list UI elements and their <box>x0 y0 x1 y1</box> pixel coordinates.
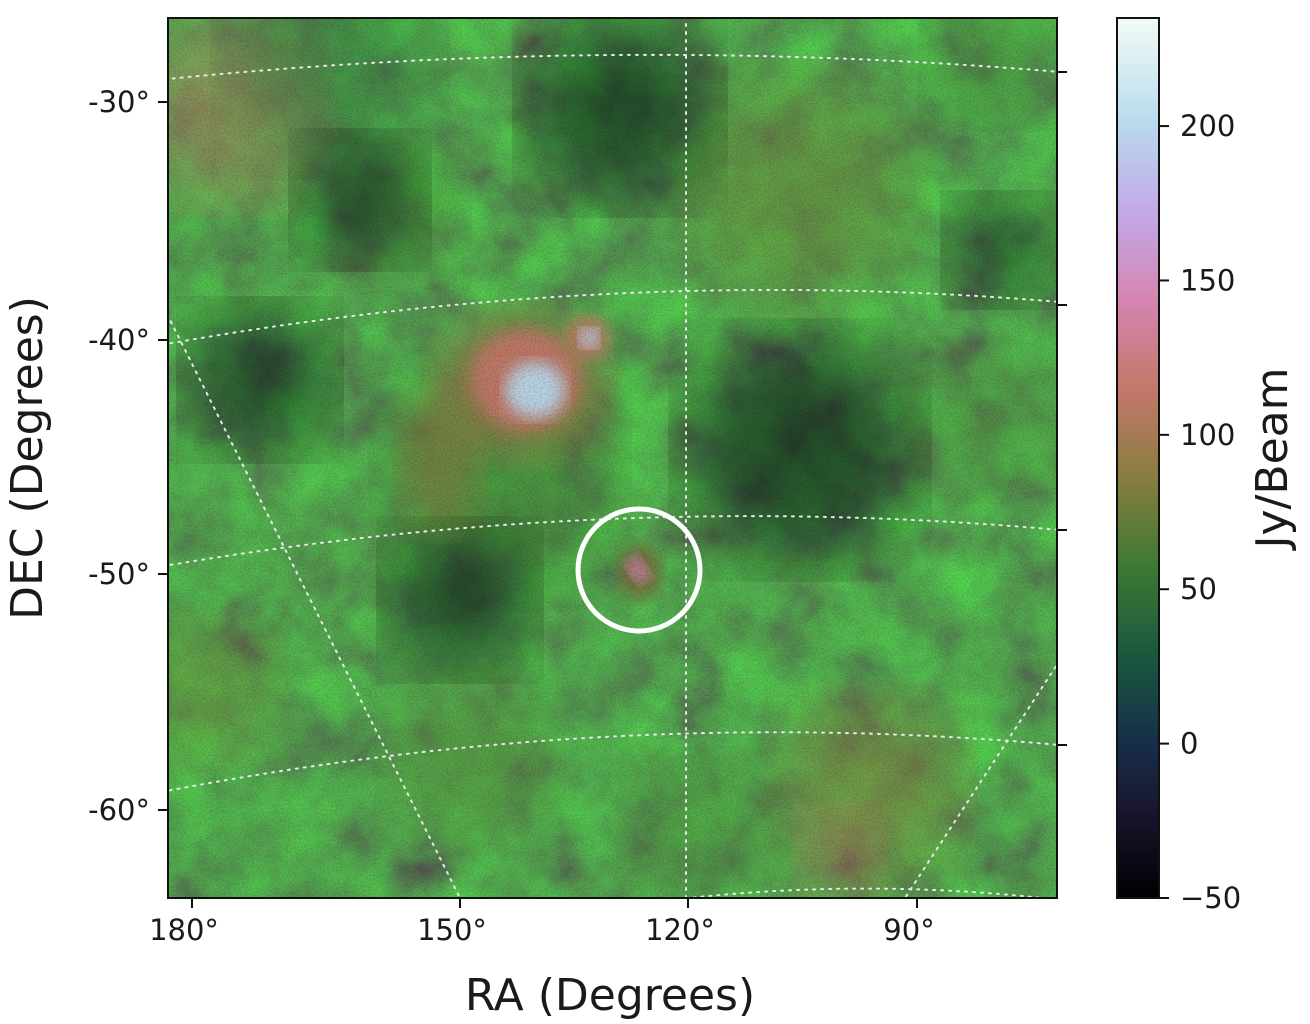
parallel-gridline <box>168 288 1057 345</box>
meridian-gridline <box>168 313 461 898</box>
plot-frame <box>167 17 1058 899</box>
parallel-gridline <box>168 53 1057 81</box>
colorbar-tick-label: 50 <box>1180 572 1217 606</box>
colorbar-tick-label: 200 <box>1180 109 1235 143</box>
colorbar-tick-label: 0 <box>1180 727 1198 761</box>
colorbar-tick-label: −50 <box>1180 881 1241 915</box>
colorbar-ticks: −50 0 50 100 150 200 <box>1159 109 1241 915</box>
y-axis-title: DEC (Degrees) <box>2 296 53 620</box>
parallel-gridline <box>168 731 1057 792</box>
y-tick-label: -60° <box>88 793 150 827</box>
axis-ticks: 180° 150° 120° 90° -30° -40° -50° -60° <box>88 71 1067 947</box>
colorbar <box>1116 17 1160 899</box>
coordinate-grid <box>168 18 1057 898</box>
y-tick-label: -40° <box>88 323 150 357</box>
colorbar-tick-label: 100 <box>1180 418 1235 452</box>
x-tick-label: 150° <box>417 913 487 947</box>
y-tick-label: -30° <box>88 85 150 119</box>
meridian-gridline <box>904 662 1057 898</box>
colorbar-tick-label: 150 <box>1180 263 1235 297</box>
x-axis-title: RA (Degrees) <box>465 970 755 1021</box>
x-tick-label: 120° <box>645 913 715 947</box>
parallel-gridline <box>680 887 1051 898</box>
colorbar-title: Jy/Beam <box>1247 368 1298 552</box>
x-tick-label: 90° <box>883 913 934 947</box>
x-tick-label: 180° <box>149 913 219 947</box>
y-tick-label: -50° <box>88 557 150 591</box>
source-circle-marker <box>575 506 703 634</box>
parallel-gridline <box>168 515 1057 567</box>
heatmap-image <box>168 18 1057 898</box>
